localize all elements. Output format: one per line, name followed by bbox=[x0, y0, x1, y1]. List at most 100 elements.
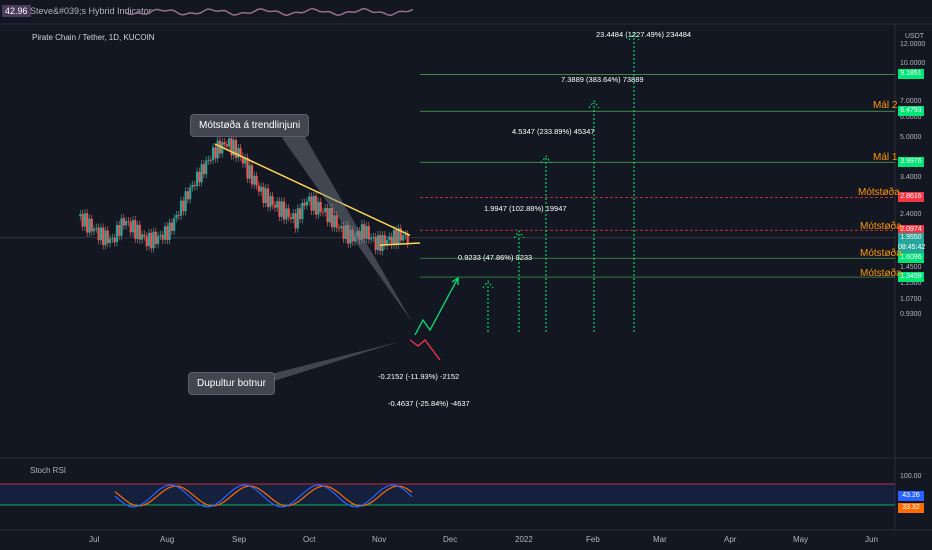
candle-body bbox=[337, 227, 341, 229]
x-axis-tick: 2022 bbox=[515, 535, 533, 544]
candle-body bbox=[182, 200, 185, 212]
target-arrow-head bbox=[628, 32, 640, 41]
price-tag: 6.4793 bbox=[898, 106, 924, 117]
candle-body bbox=[310, 196, 313, 211]
candle-body bbox=[179, 200, 183, 216]
candle-body bbox=[305, 201, 309, 206]
candle-body bbox=[129, 221, 132, 233]
candle-body bbox=[367, 226, 370, 240]
candle-body bbox=[399, 228, 402, 241]
candle-body bbox=[198, 171, 201, 183]
resistance-label: Mótstøða bbox=[858, 187, 900, 199]
candle-body bbox=[237, 148, 240, 158]
bear-arrow bbox=[409, 339, 441, 361]
candle-body bbox=[351, 229, 354, 242]
candle-body bbox=[397, 228, 400, 245]
candle-body bbox=[292, 213, 295, 219]
candle-body bbox=[335, 215, 338, 228]
x-axis-tick: Aug bbox=[160, 535, 175, 544]
candle-body bbox=[324, 207, 327, 213]
candle-body bbox=[289, 217, 293, 219]
x-axis-tick: Apr bbox=[724, 535, 737, 544]
bull-arrow-head bbox=[451, 276, 459, 285]
x-axis-tick: Dec bbox=[443, 535, 458, 544]
y-axis-tick: 2.4000 bbox=[900, 211, 922, 219]
price-tag: 08:45:42 bbox=[898, 242, 926, 253]
x-axis-tick: Sep bbox=[232, 535, 247, 544]
candle-body bbox=[253, 175, 256, 185]
candle-body bbox=[154, 231, 157, 244]
candle-body bbox=[282, 201, 286, 220]
candle-body bbox=[143, 234, 146, 237]
candle-body bbox=[315, 195, 318, 215]
candle-body bbox=[321, 211, 325, 213]
stoch-k-tag: 43.26 bbox=[898, 491, 924, 501]
candle-body bbox=[303, 202, 306, 206]
candle-body bbox=[90, 218, 93, 232]
candle-body bbox=[372, 236, 375, 238]
candle-body bbox=[138, 224, 141, 240]
candle-body bbox=[193, 184, 196, 187]
candle-body bbox=[386, 240, 389, 246]
x-axis-tick: Jun bbox=[865, 535, 878, 544]
target-arrow-head bbox=[540, 155, 552, 164]
indicator-line bbox=[124, 7, 414, 17]
candle-body bbox=[353, 236, 357, 242]
candle-body bbox=[392, 229, 396, 245]
candle-body bbox=[298, 208, 302, 220]
candle-body bbox=[131, 220, 135, 233]
candle-body bbox=[331, 207, 334, 228]
candle-body bbox=[170, 222, 173, 231]
candle-body bbox=[145, 236, 148, 247]
candle-body bbox=[266, 188, 270, 208]
candle-body bbox=[209, 159, 212, 161]
candle-body bbox=[326, 207, 329, 223]
candle-body bbox=[177, 215, 180, 217]
x-axis-tick: Oct bbox=[303, 535, 316, 544]
candle-body bbox=[301, 202, 304, 220]
price-tag: 1.6096 bbox=[898, 253, 924, 264]
candle-body bbox=[175, 215, 178, 219]
candle-body bbox=[205, 160, 208, 175]
candle-body bbox=[152, 231, 155, 249]
stoch-d-line bbox=[114, 485, 413, 507]
candle-body bbox=[97, 227, 100, 241]
candle-body bbox=[278, 201, 281, 217]
candle-body bbox=[260, 186, 263, 192]
candle-body bbox=[376, 235, 380, 251]
stoch-d-tag: 33.32 bbox=[898, 503, 924, 513]
target-label: -0.2152 (-11.93%) -2152 bbox=[378, 372, 460, 381]
indicator-name[interactable]: Steve&#039;s Hybrid Indicator bbox=[30, 6, 152, 16]
trendline bbox=[214, 143, 411, 236]
candle-body bbox=[200, 164, 203, 183]
candle-body bbox=[159, 234, 162, 236]
candle-body bbox=[120, 218, 123, 236]
candle-body bbox=[388, 236, 391, 241]
candle-body bbox=[184, 191, 187, 212]
candle-body bbox=[402, 235, 405, 241]
resistance-label: Mótstøða bbox=[860, 268, 902, 280]
candle-body bbox=[317, 201, 320, 215]
y-axis-tick: 12.0000 bbox=[900, 41, 926, 49]
candle-body bbox=[280, 201, 283, 217]
candle-body bbox=[228, 138, 231, 147]
candle-body bbox=[328, 207, 331, 223]
candle-body bbox=[381, 235, 384, 251]
target-arrow-head bbox=[588, 100, 600, 109]
target-label: 4.5347 (233.89%) 45347 bbox=[512, 127, 595, 136]
candle-body bbox=[214, 147, 217, 159]
candle-body bbox=[360, 224, 364, 240]
candle-body bbox=[365, 226, 368, 239]
x-axis-tick: Jul bbox=[89, 535, 100, 544]
candle-body bbox=[342, 226, 345, 239]
candle-body bbox=[207, 159, 210, 161]
candle-body bbox=[349, 229, 352, 244]
candle-body bbox=[106, 230, 109, 244]
x-axis-tick: Feb bbox=[586, 535, 600, 544]
price-tag: 2.0974 bbox=[898, 225, 924, 236]
y-axis-tick: 10.0000 bbox=[900, 60, 926, 68]
candle-body bbox=[287, 208, 290, 218]
candle-body bbox=[255, 175, 258, 186]
note-pointer bbox=[255, 342, 398, 386]
